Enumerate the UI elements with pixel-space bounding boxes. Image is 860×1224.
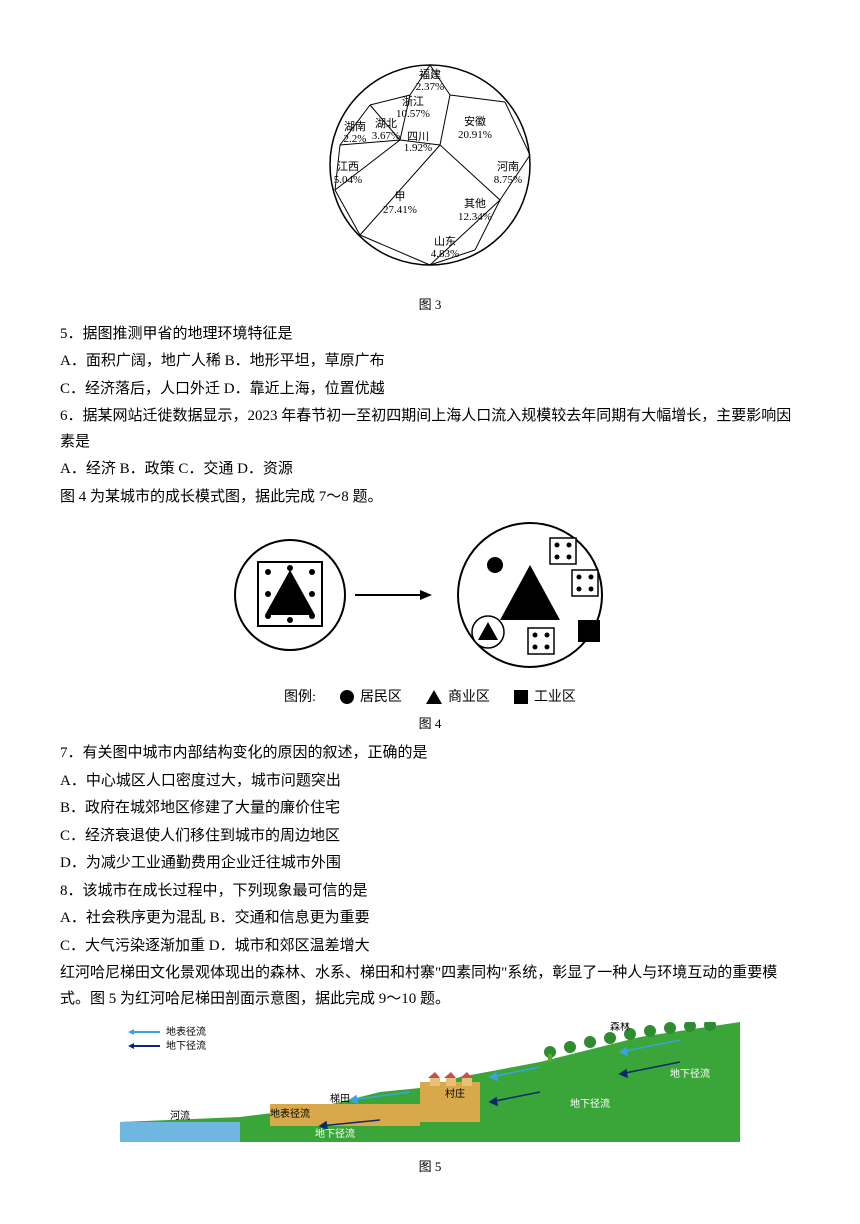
legend-industrial: 工业区 xyxy=(534,686,576,710)
q8-opts-1: A．社会秩序更为混乱 B．交通和信息更为重要 xyxy=(60,906,800,932)
svg-text:山东: 山东 xyxy=(434,235,456,248)
svg-text:地下径流: 地下径流 xyxy=(166,1039,206,1052)
legend-square-icon xyxy=(514,690,528,704)
svg-text:8.75%: 8.75% xyxy=(494,174,522,186)
q7-a: A．中心城区人口密度过大，城市问题突出 xyxy=(60,769,800,795)
figure-4: 图例: 居民区 商业区 工业区 xyxy=(60,520,800,709)
svg-text:安徽: 安徽 xyxy=(464,114,486,128)
svg-text:12.34%: 12.34% xyxy=(458,211,492,223)
svg-text:2.2%: 2.2% xyxy=(344,133,367,145)
fig4-legend: 图例: 居民区 商业区 工业区 xyxy=(60,686,800,710)
q8-stem: 8．该城市在成长过程中，下列现象最可信的是 xyxy=(60,879,800,905)
figure-3: 福建 2.37% 安徽 20.91% 河南 8.75% 其他 12.34% 山东… xyxy=(60,50,800,290)
svg-text:村庄: 村庄 xyxy=(445,1087,465,1100)
svg-text:河南: 河南 xyxy=(497,160,519,173)
svg-text:梯田: 梯田 xyxy=(330,1092,350,1105)
q6-opts: A．经济 B．政策 C．交通 D．资源 xyxy=(60,457,800,483)
q7-b: B．政府在城郊地区修建了大量的廉价住宅 xyxy=(60,796,800,822)
svg-text:2.37%: 2.37% xyxy=(416,81,444,93)
q5-opts-1: A．面积广阔，地广人稀 B．地形平坦，草原广布 xyxy=(60,349,800,375)
svg-text:10.57%: 10.57% xyxy=(396,108,430,120)
svg-text:1.92%: 1.92% xyxy=(404,142,432,154)
legend-title: 图例: xyxy=(284,686,316,710)
svg-text:地下径流: 地下径流 xyxy=(670,1067,710,1080)
svg-text:地表径流: 地表径流 xyxy=(166,1025,206,1038)
svg-text:5.04%: 5.04% xyxy=(334,174,362,186)
legend-circle-icon xyxy=(340,690,354,704)
svg-text:27.41%: 27.41% xyxy=(383,204,417,216)
svg-text:江西: 江西 xyxy=(337,160,359,173)
fig5-caption: 图 5 xyxy=(60,1156,800,1178)
fig5-svg: 地表径流 地下径流 森林 村庄 梯田 地表径流 地下径流 地下径流 地下径流 河… xyxy=(120,1022,740,1142)
legend-residential: 居民区 xyxy=(360,686,402,710)
svg-text:地下径流: 地下径流 xyxy=(315,1127,355,1140)
svg-text:湖北: 湖北 xyxy=(375,117,397,130)
fig4-svg xyxy=(220,520,640,670)
svg-text:湖南: 湖南 xyxy=(344,120,366,133)
svg-text:浙江: 浙江 xyxy=(402,95,424,108)
legend-commercial: 商业区 xyxy=(448,686,490,710)
legend-triangle-icon xyxy=(426,690,442,704)
q7-c: C．经济衰退使人们移住到城市的周边地区 xyxy=(60,824,800,850)
svg-text:4.83%: 4.83% xyxy=(431,248,459,260)
q5-stem: 5．据图推测甲省的地理环境特征是 xyxy=(60,322,800,348)
q7-stem: 7．有关图中城市内部结构变化的原因的叙述，正确的是 xyxy=(60,741,800,767)
svg-text:河流: 河流 xyxy=(170,1109,190,1122)
svg-text:森林: 森林 xyxy=(610,1022,630,1033)
passage-910: 红河哈尼梯田文化景观体现出的森林、水系、梯田和村寨"四素同构"系统，彰显了一种人… xyxy=(60,961,800,1012)
q7-d: D．为减少工业通勤费用企业迁往城市外围 xyxy=(60,851,800,877)
svg-text:3.67%: 3.67% xyxy=(372,130,400,142)
svg-text:甲: 甲 xyxy=(395,191,406,203)
passage-78: 图 4 为某城市的成长模式图，据此完成 7～8 题。 xyxy=(60,485,800,511)
figure-5: 地表径流 地下径流 森林 村庄 梯田 地表径流 地下径流 地下径流 地下径流 河… xyxy=(60,1022,800,1152)
svg-text:其他: 其他 xyxy=(464,197,486,210)
fig3-caption: 图 3 xyxy=(60,294,800,316)
svg-text:地下径流: 地下径流 xyxy=(570,1097,610,1110)
fig4-caption: 图 4 xyxy=(60,713,800,735)
svg-text:地表径流: 地表径流 xyxy=(270,1107,310,1120)
fig3-svg: 福建 2.37% 安徽 20.91% 河南 8.75% 其他 12.34% 山东… xyxy=(300,50,560,280)
q5-opts-2: C．经济落后，人口外迁 D．靠近上海，位置优越 xyxy=(60,377,800,403)
svg-text:福建: 福建 xyxy=(419,67,441,81)
q8-opts-2: C．大气污染逐渐加重 D．城市和郊区温差增大 xyxy=(60,934,800,960)
q6-stem: 6．据某网站迁徙数据显示，2023 年春节初一至初四期间上海人口流入规模较去年同… xyxy=(60,404,800,455)
svg-text:20.91%: 20.91% xyxy=(458,129,492,141)
